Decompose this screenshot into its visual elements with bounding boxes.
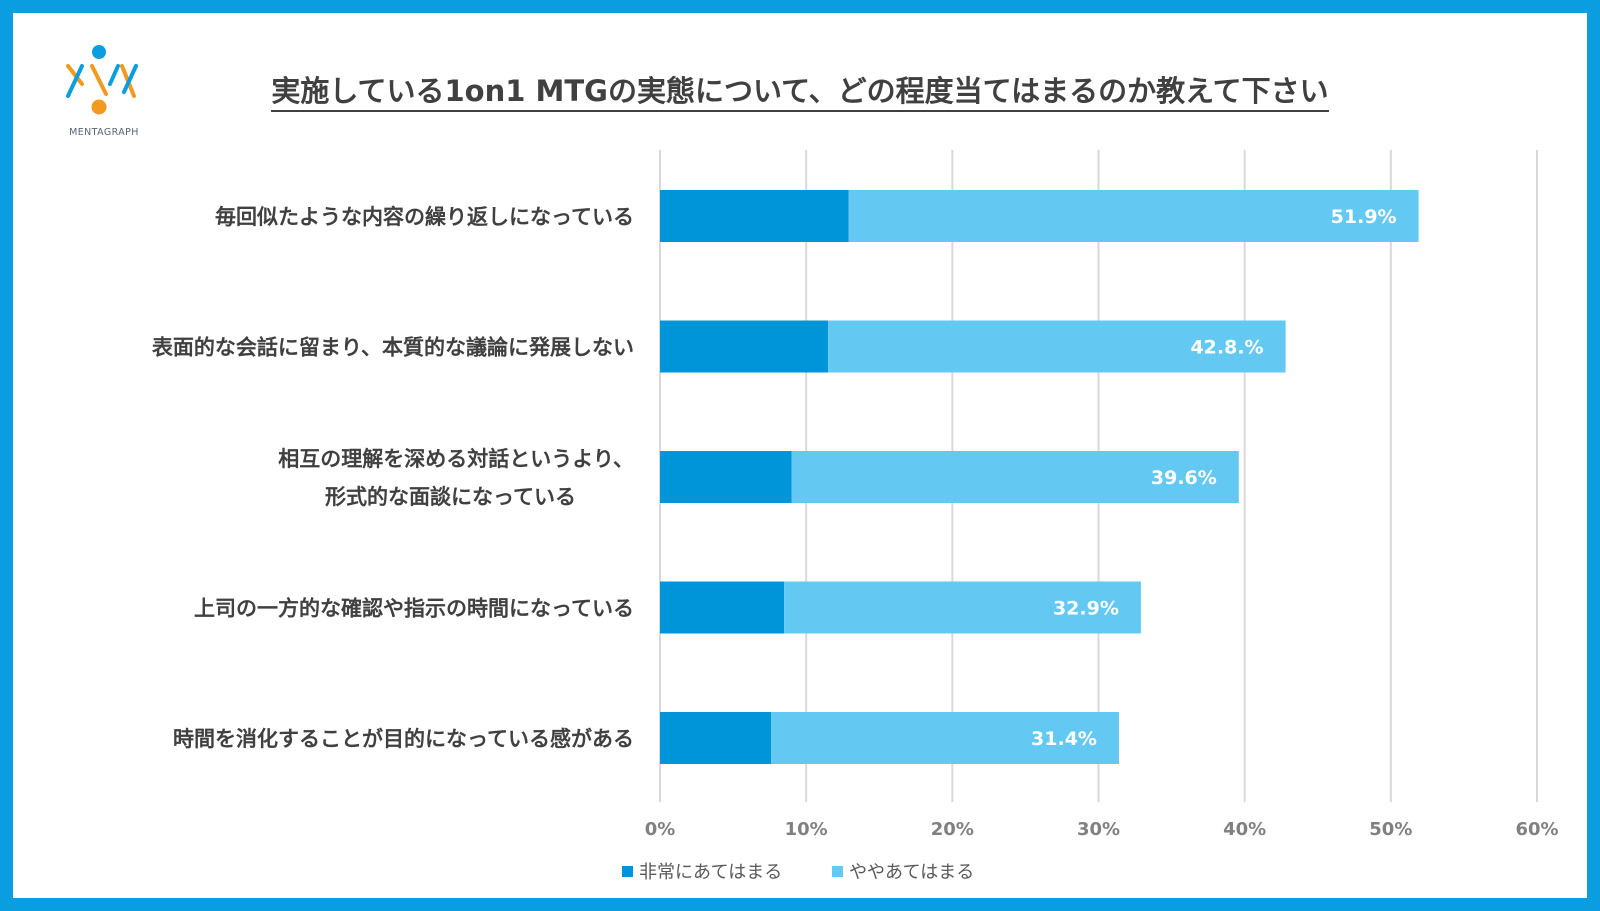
x-tick-label: 50% — [1369, 819, 1412, 840]
x-tick-label: 20% — [931, 819, 974, 840]
x-tick-label: 10% — [785, 819, 828, 840]
category-label: 相互の理解を深める対話というより、 — [278, 447, 634, 471]
bar-somewhat — [771, 712, 1119, 764]
bar-strong — [660, 712, 772, 764]
category-label: 形式的な面談になっている — [325, 485, 576, 509]
bar-strong — [660, 190, 849, 242]
legend-swatch — [832, 866, 843, 877]
x-tick-label: 60% — [1515, 819, 1558, 840]
x-tick-label: 30% — [1077, 819, 1120, 840]
category-label: 時間を消化することが目的になっている感がある — [173, 727, 634, 751]
chart-title-text: 実施している1on1 MTGの実態について、どの程度当てはまるのか教えて下さい — [271, 74, 1329, 112]
bar-somewhat — [784, 581, 1141, 634]
mentagraph-logo-icon — [66, 45, 138, 115]
chart-title: 実施している1on1 MTGの実態について、どの程度当てはまるのか教えて下さい — [120, 68, 1480, 112]
data-label: 39.6% — [1151, 467, 1217, 489]
data-label: 31.4% — [1031, 728, 1097, 750]
legend-label: 非常にあてはまる — [639, 862, 782, 883]
logo-text: MENTAGRAPH — [69, 127, 139, 138]
legend-label: ややあてはまる — [849, 862, 974, 883]
bar-somewhat — [848, 190, 1419, 242]
data-label: 51.9% — [1331, 206, 1397, 228]
data-label: 32.9% — [1053, 598, 1119, 620]
bar-somewhat — [828, 320, 1286, 373]
x-tick-label: 40% — [1223, 819, 1266, 840]
bar-strong — [660, 451, 792, 503]
bar-strong — [660, 581, 785, 634]
category-label: 毎回似たような内容の繰り返しになっている — [215, 205, 634, 229]
category-label: 上司の一方的な確認や指示の時間になっている — [194, 597, 634, 621]
legend-swatch — [622, 866, 633, 877]
category-label: 表面的な会話に留まり、本質的な議論に発展しない — [152, 336, 634, 360]
bar-somewhat — [791, 451, 1239, 503]
x-tick-label: 0% — [645, 819, 676, 840]
bar-strong — [660, 320, 829, 373]
data-label: 42.8.% — [1190, 337, 1263, 359]
